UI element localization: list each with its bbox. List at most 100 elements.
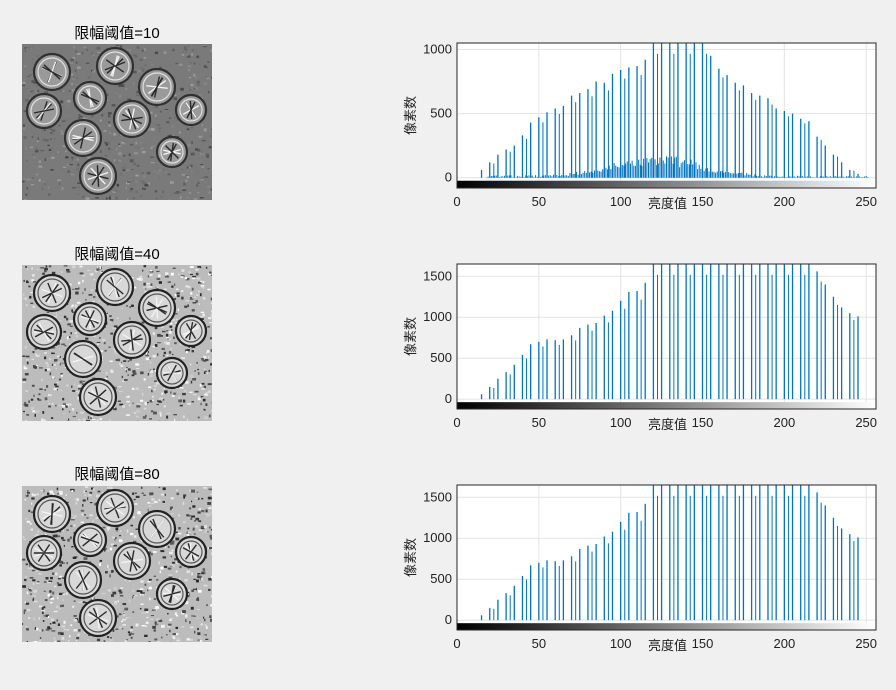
x-tick-label: 150 [692,194,714,209]
grayscale-colorbar [457,180,876,188]
noise-speckle [96,268,100,271]
noise-speckle [192,84,194,86]
coin-relief-line [42,66,62,78]
noise-speckle [177,92,181,96]
noise-speckle [164,493,166,496]
noise-speckle [202,281,205,284]
noise-speckle [86,156,91,160]
noise-speckle [130,636,133,639]
noise-speckle [37,137,39,141]
noise-speckle [199,384,202,387]
noise-speckle [97,343,99,345]
noise-speckle [35,86,37,89]
noise-speckle [71,157,73,161]
x-axis-label: 亮度值 [648,638,687,653]
noise-speckle [171,395,175,397]
noise-speckle [126,617,131,619]
noise-speckle [121,380,125,383]
noise-speckle [109,638,114,642]
noise-speckle [105,313,109,317]
noise-speckle [118,535,122,537]
noise-speckle [175,62,179,65]
noise-speckle [23,536,25,538]
noise-speckle [112,536,115,539]
noise-speckle [200,164,203,166]
noise-speckle [155,623,157,626]
noise-speckle [64,345,67,347]
noise-speckle [129,277,134,279]
axes-frame [456,42,877,189]
noise-speckle [161,636,163,639]
noise-speckle [123,360,127,362]
noise-speckle [186,56,190,58]
noise-speckle [186,176,190,178]
noise-speckle [82,418,86,421]
noise-speckle [93,597,96,599]
coin-inner-ring [37,278,67,308]
noise-speckle [199,62,201,66]
noise-speckle [163,388,165,390]
noise-speckle [51,364,56,366]
noise-speckle [71,408,75,411]
noise-speckle [121,620,123,623]
noise-speckle [39,637,42,639]
noise-speckle [76,167,79,171]
noise-speckle [70,305,73,308]
noise-speckle [141,68,145,72]
noise-speckle [163,354,165,357]
noise-speckle [70,519,75,521]
coin-relief-line [41,287,63,299]
plot-area [457,485,876,630]
noise-speckle [97,370,101,372]
noise-speckle [173,538,175,541]
noise-speckle [38,160,41,163]
noise-speckle [190,152,195,156]
noise-speckle [151,119,154,122]
noise-speckle [77,66,81,69]
noise-speckle [44,356,47,360]
noise-speckle [176,570,178,573]
noise-speckle [184,46,187,49]
noise-speckle [128,153,131,157]
noise-speckle [59,575,62,579]
noise-speckle [25,355,30,358]
noise-speckle [22,180,25,183]
noise-speckle [125,186,127,189]
noise-speckle [35,354,40,357]
noise-speckle [104,349,107,352]
coin-relief-line [73,131,93,145]
coin-relief-line [87,391,109,403]
noise-speckle [71,82,73,85]
noise-speckle [208,191,211,194]
noise-speckle [81,51,84,55]
noise-speckle [32,494,36,496]
noise-speckle [144,64,147,67]
noise-speckle [180,180,183,183]
coin-inner-ring [117,546,147,576]
noise-speckle [162,330,166,333]
noise-speckle [163,405,166,408]
noise-speckle [45,628,50,631]
coin-relief-line [127,108,137,130]
noise-speckle [142,594,144,596]
noise-speckle [108,121,110,123]
noise-speckle [177,172,180,174]
noise-speckle [52,133,55,135]
noise-speckle [50,169,54,171]
noise-speckle [147,353,149,355]
noise-speckle [114,92,118,95]
noise-speckle [150,283,153,287]
noise-speckle [170,506,173,509]
noise-speckle [179,565,182,569]
noise-speckle [76,335,78,338]
noise-speckle [150,156,154,158]
noise-speckle [150,370,153,374]
noise-speckle [209,134,214,138]
noise-speckle [109,195,112,197]
noise-speckle [31,136,34,138]
noise-speckle [104,141,108,144]
noise-speckle [125,88,128,90]
noise-speckle [91,69,93,73]
noise-speckle [59,607,61,610]
noise-speckle [111,154,114,156]
